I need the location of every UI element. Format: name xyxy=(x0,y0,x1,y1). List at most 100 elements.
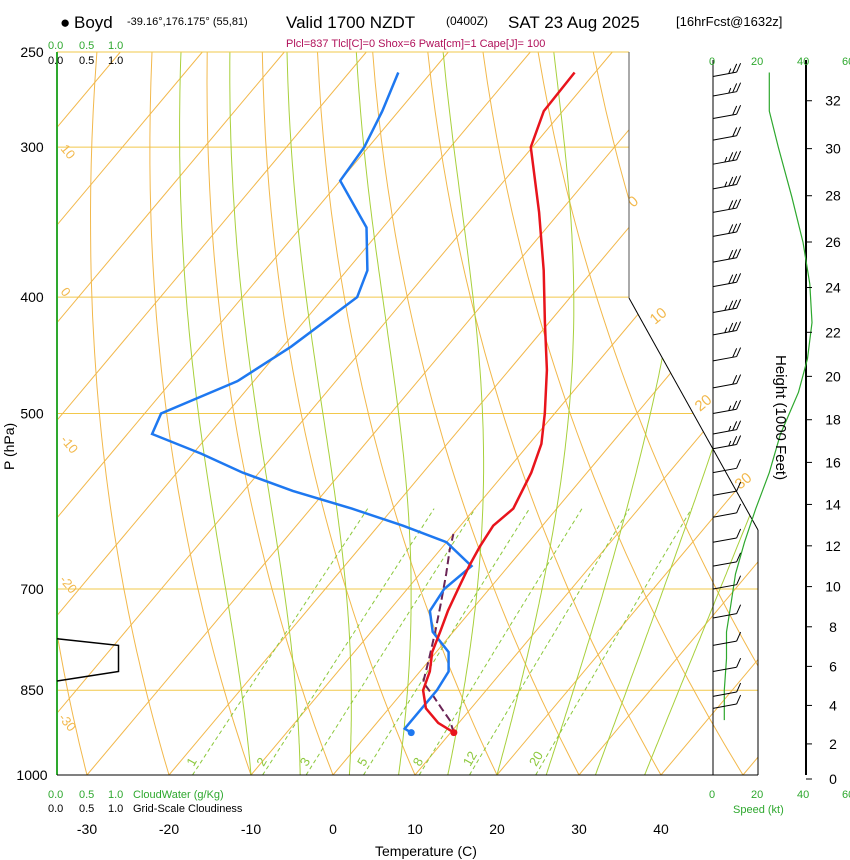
height-tick-label: 10 xyxy=(825,579,841,595)
wind-barb xyxy=(712,682,742,697)
dry-adiabat xyxy=(537,52,758,775)
wind-speed-profile xyxy=(723,72,813,721)
header: ● Boyd -39.16°,176.175° (55,81) Valid 17… xyxy=(60,13,782,50)
wind-barb xyxy=(712,299,742,314)
speed-axis-title: Speed (kt) xyxy=(733,804,784,816)
x-tick-label: -10 xyxy=(241,821,261,837)
pressure-tick-label: 500 xyxy=(20,406,44,422)
wind-barb xyxy=(712,82,742,97)
wind-barb-staff xyxy=(712,490,737,496)
mixing-ratio-label: 20 xyxy=(526,749,546,769)
wind-barb-flag xyxy=(736,82,742,92)
wind-barb-flag xyxy=(732,400,738,411)
x-tick-label: 0 xyxy=(329,821,337,837)
axes: -30 -20 -10 0 10 20 30 402503004005007008501000… xyxy=(16,44,841,837)
wind-barb-flag xyxy=(736,481,742,492)
isotherm-line xyxy=(57,52,613,775)
dry-adiabat xyxy=(57,52,88,775)
height-tick-label: 8 xyxy=(829,619,837,635)
wind-barb-flag xyxy=(736,198,742,209)
x-tick-label: 40 xyxy=(653,821,669,837)
wind-barb-flag xyxy=(736,575,742,585)
wind-barb-flag xyxy=(732,176,738,186)
cloud-scale-top-green-1: 0.5 xyxy=(79,40,94,52)
wind-barb xyxy=(712,459,742,474)
wind-barb xyxy=(712,347,742,362)
wind-barbs xyxy=(712,62,742,709)
station-coords: -39.16°,176.175° (55,81) xyxy=(127,16,248,28)
wind-barb-flag xyxy=(736,248,742,258)
isotherm-line xyxy=(57,52,285,775)
mixing-ratio-label: 8 xyxy=(410,755,427,769)
mixing-ratio-line xyxy=(305,508,476,775)
wind-barb-flag xyxy=(732,348,738,358)
cloud-fraction-line xyxy=(56,637,120,682)
wind-barb-flag xyxy=(732,151,738,161)
cloud-scale-top-green-0: 0.0 xyxy=(48,40,63,52)
height-tick-label: 14 xyxy=(825,496,841,512)
height-tick-label: 30 xyxy=(825,141,841,157)
height-tick-label: 26 xyxy=(825,234,841,250)
station-marker: ● xyxy=(60,13,70,32)
wind-barb-staff xyxy=(712,257,737,263)
wind-barb-half xyxy=(724,181,728,187)
wind-barb xyxy=(712,126,742,141)
cloud-scale-bottom-black-0: 0.0 xyxy=(48,803,63,815)
cloud-scale-bottom-black-1: 0.5 xyxy=(79,803,94,815)
mixing-ratio-label: 1 xyxy=(183,755,200,769)
temperature-line xyxy=(421,71,576,734)
wind-barb xyxy=(712,435,742,450)
wind-barb-flag xyxy=(732,63,738,74)
surface-dewpoint-point xyxy=(407,729,415,737)
dry-adiabat xyxy=(149,52,252,775)
wind-barb-flag xyxy=(732,83,738,93)
wind-barb-staff xyxy=(712,691,737,697)
cloud-scale-top-black-2: 1.0 xyxy=(108,55,123,67)
wind-barb-flag xyxy=(736,459,742,469)
wind-barb xyxy=(712,631,742,646)
pressure-tick-label: 400 xyxy=(20,289,44,305)
wind-barb-staff xyxy=(712,703,737,709)
mixing-ratio-line xyxy=(262,508,435,775)
wind-barb xyxy=(712,694,742,709)
height-tick-label: 0 xyxy=(829,771,837,787)
axis-titles: Temperature (C) P (hPa) Height (1000 Fee… xyxy=(1,355,789,859)
station-name: Boyd xyxy=(74,13,113,32)
pressure-tick-label: 700 xyxy=(20,581,44,597)
mixing-ratio-line xyxy=(363,508,530,775)
dry-adiabat xyxy=(317,52,498,775)
wind-barb-staff xyxy=(712,613,737,619)
wind-barb-staff xyxy=(712,561,737,567)
isotherm-line xyxy=(57,52,531,775)
wind-barb xyxy=(712,658,742,672)
wind-barb-flag xyxy=(728,274,734,284)
cloud-scale-top-green-2: 1.0 xyxy=(108,40,123,52)
wind-barb-flag xyxy=(728,176,734,187)
wind-barb-flag xyxy=(732,223,738,233)
wind-barb-flag xyxy=(732,299,738,310)
wind-barb-flag xyxy=(728,300,734,310)
moist-adiabat xyxy=(442,52,485,775)
isobar-lines xyxy=(57,146,758,691)
wind-barb-half xyxy=(724,327,728,333)
wind-barb-flag xyxy=(732,322,738,332)
x-tick-label: 20 xyxy=(489,821,505,837)
speed-top-20: 20 xyxy=(751,56,763,68)
wind-barb-half xyxy=(728,68,732,74)
height-tick-label: 12 xyxy=(825,538,841,554)
pressure-tick-label: 250 xyxy=(20,44,44,60)
moist-adiabat xyxy=(355,52,412,775)
wind-barb xyxy=(712,481,742,496)
isotherm-line xyxy=(57,52,203,775)
moist-adiabat xyxy=(496,52,575,775)
wind-barb-flag xyxy=(732,249,738,259)
wind-barb-flag xyxy=(736,400,742,410)
wind-barb-flag xyxy=(736,552,742,563)
wind-barb xyxy=(712,150,742,165)
height-tick-label: 2 xyxy=(829,736,837,752)
height-tick-label: 22 xyxy=(825,324,841,340)
height-tick-label: 28 xyxy=(825,188,841,204)
wind-barb-flag xyxy=(736,682,742,693)
mixing-ratio-labels: 1 2 3 5 8 12 20 xyxy=(183,749,546,769)
wind-barb-flag xyxy=(736,321,742,331)
